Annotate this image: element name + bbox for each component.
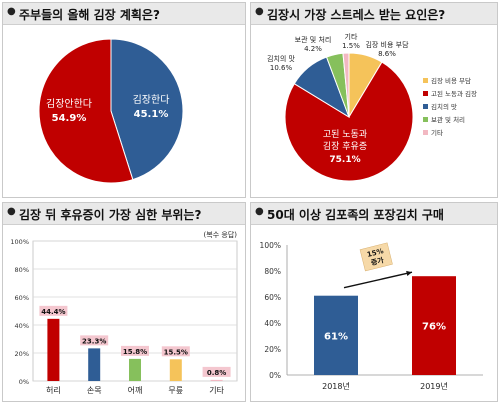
x-tick-label: 어깨 xyxy=(128,385,143,395)
x-tick-label: 기타 xyxy=(209,386,224,395)
bullet-icon: ● xyxy=(7,206,16,217)
legend-entry: 보관 및 처리 xyxy=(431,115,465,124)
bullet-icon: ● xyxy=(255,6,264,17)
slice-label-name: 보관 및 처리 xyxy=(295,35,332,44)
pie-slice xyxy=(284,61,414,182)
slice-label-name: 김장한다 xyxy=(133,94,170,106)
bullet-icon: ● xyxy=(7,6,16,17)
increase-callout: 15%증가 xyxy=(359,242,393,272)
slice-label-value: 45.1% xyxy=(134,109,169,120)
legend-swatch xyxy=(423,104,428,109)
x-tick-label: 2018년 xyxy=(322,381,350,391)
legend-swatch xyxy=(423,91,428,96)
data-label-box xyxy=(80,335,109,346)
y-tick-label: 40% xyxy=(15,322,29,330)
callout-text: 증가 xyxy=(370,255,385,267)
pie-slice xyxy=(342,52,350,118)
y-tick-label: 0% xyxy=(19,378,29,386)
data-label: 61% xyxy=(324,331,348,342)
legend-entry: 김장 비용 부담 xyxy=(431,76,471,85)
pie-slice xyxy=(38,38,134,184)
data-label-box xyxy=(121,345,149,356)
legend-entry: 김치의 맛 xyxy=(431,102,457,111)
bar xyxy=(129,358,141,381)
panel-title-bar: ● 김장시 가장 스트레스 받는 요인은? xyxy=(251,3,497,25)
bar-chart-pain-areas: (복수 응답) 0% 20% 40% 60% 80% 100% 44.4% 허리 23.3% 손목 1… xyxy=(10,230,238,395)
data-label-box xyxy=(161,346,190,357)
panel-title: 50대 이상 김포족의 포장김치 구매 xyxy=(267,208,444,222)
panel-pain-areas: ● 김장 뒤 후유증이 가장 심한 부위는? (복수 응답) 0% 20% 40% 60… xyxy=(2,202,246,402)
y-tick-label: 60% xyxy=(15,294,29,302)
slice-label-name: 김장안한다 xyxy=(46,98,92,110)
bar xyxy=(47,318,60,381)
x-tick-label: 무릎 xyxy=(168,386,183,395)
y-tick-label: 20% xyxy=(264,345,281,354)
x-tick-label: 허리 xyxy=(46,386,61,395)
panel-title-bar: ● 주부들의 올해 김장 계획은? xyxy=(3,3,245,25)
trend-arrow-line xyxy=(343,271,413,289)
slice-label-name: 김치의 맛 xyxy=(267,54,296,63)
panel-title: 김장 뒤 후유증이 가장 심한 부위는? xyxy=(19,208,202,222)
slice-label-value: 8.6% xyxy=(378,50,396,58)
y-tick-label: 80% xyxy=(264,267,281,276)
slice-label-name: 김장 비용 부담 xyxy=(365,40,409,49)
slice-label-value: 1.5% xyxy=(342,42,360,50)
legend-swatch xyxy=(423,130,428,135)
panel-title: 김장시 가장 스트레스 받는 요인은? xyxy=(267,8,446,22)
y-tick-label: 100% xyxy=(260,241,281,250)
slice-label-name: 고된 노동과 xyxy=(323,128,367,140)
pie-chart-kimjang-plan: 김장한다 45.1% 김장안한다 54.9% xyxy=(38,38,184,184)
y-tick-label: 20% xyxy=(15,350,29,358)
data-label-box xyxy=(39,305,68,316)
pie-chart-stress-factors: 김장 비용 부담8.6%기타1.5%보관 및 처리4.2%김치의 맛10.6%고… xyxy=(267,32,477,182)
data-label: 15.5% xyxy=(164,348,188,356)
y-tick-label: 100% xyxy=(10,238,29,246)
bar xyxy=(210,379,223,381)
data-label: 76% xyxy=(422,322,446,333)
chart-note: (복수 응답) xyxy=(204,230,238,239)
legend-swatch xyxy=(423,78,428,83)
panel-kimjang-plan: ● 주부들의 올해 김장 계획은? 김장한다 45.1% 김장안한다 54.9% xyxy=(2,2,246,198)
data-label-box xyxy=(202,366,231,377)
panel-title-bar: ● 김장 뒤 후유증이 가장 심한 부위는? xyxy=(3,203,245,225)
trend-arrow-head xyxy=(406,270,412,276)
slice-label-value: 54.9% xyxy=(52,113,87,124)
y-tick-label: 40% xyxy=(264,319,281,328)
bar xyxy=(412,276,456,375)
callout-box xyxy=(359,242,393,272)
x-tick-label: 손목 xyxy=(87,386,102,395)
panel-stress-factors: ● 김장시 가장 스트레스 받는 요인은? 김장 비용 부담 8.6% 기타 1.5%… xyxy=(250,2,498,198)
callout-value: 15% xyxy=(366,247,384,259)
slice-label-value: 4.2% xyxy=(304,45,322,53)
legend-swatch xyxy=(423,117,428,122)
panel-title: 주부들의 올해 김장 계획은? xyxy=(19,8,160,22)
slice-label-name: 김장 후유증 xyxy=(323,140,367,152)
y-tick-label: 60% xyxy=(264,293,281,302)
slice-label-name: 기타 xyxy=(345,32,358,41)
bullet-icon: ● xyxy=(255,206,264,217)
slice-label-value: 10.6% xyxy=(270,64,293,72)
data-label: 23.3% xyxy=(82,337,106,345)
x-tick-label: 2019년 xyxy=(420,381,448,391)
data-label: 15.8% xyxy=(123,348,147,356)
bar xyxy=(169,359,182,381)
pie-slice xyxy=(110,38,184,181)
data-label: 0.8% xyxy=(207,369,226,377)
bar xyxy=(314,295,358,375)
legend-entry: 고된 노동과 김장 xyxy=(431,89,477,98)
bar-chart-packaged-kimchi: 0% 20% 40% 60% 80% 100% 61% 2018년 76% 2019년 15%증가 xyxy=(260,241,483,391)
panel-title-bar: ● 50대 이상 김포족의 포장김치 구매 xyxy=(251,203,497,225)
panel-packaged-kimchi: ● 50대 이상 김포족의 포장김치 구매 0% 20% 40% 60% 80% 100%… xyxy=(250,202,498,402)
slice-label-value: 75.1% xyxy=(329,155,360,165)
data-label: 44.4% xyxy=(41,308,65,316)
bar xyxy=(88,348,101,381)
legend-entry: 기타 xyxy=(431,128,443,137)
y-tick-label: 80% xyxy=(15,266,29,274)
y-tick-label: 0% xyxy=(269,371,281,380)
